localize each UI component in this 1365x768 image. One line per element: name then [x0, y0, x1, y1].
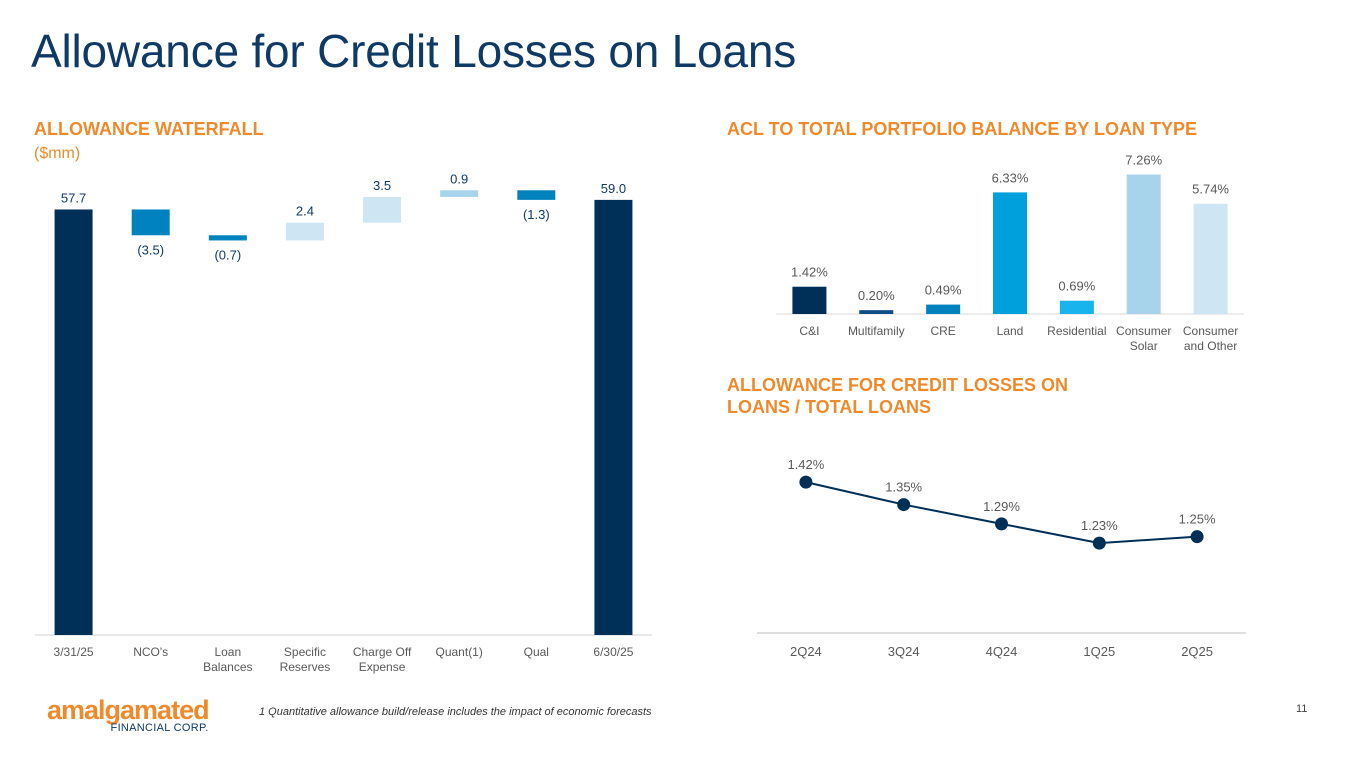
waterfall-value-label: (3.5): [137, 242, 164, 257]
acl-by-type-bar-residential: [1059, 300, 1094, 314]
waterfall-category-line: NCO's: [133, 645, 168, 659]
acl-by-type-category-line: C&I: [799, 324, 819, 338]
waterfall-value-label: 2.4: [296, 204, 314, 219]
acl-by-type-value-label: 5.74%: [1192, 182, 1229, 197]
waterfall-category-line: Balances: [203, 660, 252, 674]
acl-by-type-category-line: Land: [997, 324, 1024, 338]
acl-ratio-category-label: 4Q24: [986, 644, 1018, 659]
waterfall-subtitle: ($mm): [34, 145, 81, 162]
waterfall-bar-specific-reserves: [285, 222, 324, 241]
waterfall-value-label: 3.5: [373, 178, 391, 193]
company-logo: amalgamated FINANCIAL CORP.: [47, 695, 210, 734]
acl-by-type-category-line: Consumer: [1183, 324, 1238, 338]
waterfall-bar-charge-off-expense: [363, 196, 402, 223]
acl-ratio-point-2q24: [799, 475, 813, 489]
acl-by-type-category-label: C&I: [799, 324, 819, 338]
waterfall-bar-quant-1: [440, 190, 479, 197]
waterfall-title: ALLOWANCE WATERFALL: [34, 119, 264, 139]
acl-ratio-category-label: 2Q24: [790, 644, 822, 659]
acl-ratio-value-label: 1.25%: [1179, 512, 1216, 527]
acl-by-type-category-label: Land: [997, 324, 1024, 338]
acl-by-type-bar-c-i: [792, 286, 827, 314]
waterfall-category-line: Charge Off: [353, 645, 412, 659]
acl-ratio-value-label: 1.23%: [1081, 518, 1118, 533]
acl-by-type-category-label: Residential: [1047, 324, 1106, 338]
acl-by-type-value-label: 0.49%: [925, 283, 962, 298]
waterfall-category-label: 6/30/25: [593, 645, 633, 659]
waterfall-category-label: Loan Balances: [203, 645, 252, 674]
waterfall-category-line: Quant(1): [436, 645, 483, 659]
acl-by-type-bar-land: [993, 192, 1027, 314]
acl-ratio-category-label: 2Q25: [1181, 644, 1213, 659]
acl-ratio-category-label: 1Q25: [1083, 644, 1115, 659]
acl-by-type-value-label: 0.20%: [858, 288, 895, 303]
acl-by-type-bar-consumer-solar: [1126, 174, 1161, 314]
waterfall-category-label: NCO's: [133, 645, 168, 659]
footnote: 1 Quantitative allowance build/release i…: [259, 706, 652, 718]
waterfall-category-line: Specific: [284, 645, 326, 659]
waterfall-category-label: 3/31/25: [54, 645, 94, 659]
waterfall-value-label: 59.0: [601, 181, 626, 196]
page-number: 11: [1296, 703, 1308, 715]
acl-by-type-category-label: Multifamily: [848, 324, 905, 338]
acl-by-type-value-label: 0.69%: [1058, 279, 1095, 294]
waterfall-category-line: Qual: [524, 645, 549, 659]
acl-by-type-category-line: and Other: [1184, 339, 1237, 353]
acl-by-type-bar-cre: [926, 304, 961, 314]
waterfall-value-label: (1.3): [523, 207, 550, 222]
acl-ratio-title-line-2: LOANS / TOTAL LOANS: [727, 397, 932, 417]
waterfall-bar-6-30-25: [594, 199, 633, 635]
acl-by-type-value-label: 6.33%: [992, 170, 1029, 185]
acl-by-type-bar-multifamily: [859, 310, 894, 314]
acl-by-type-category-label: CRE: [930, 324, 955, 338]
acl-by-type-category-label: Consumer and Other: [1183, 324, 1238, 353]
waterfall-bar-loan-balances: [208, 235, 247, 241]
acl-by-type-bar-consumer-and-other: [1193, 203, 1228, 314]
waterfall-value-label: (0.7): [214, 247, 241, 262]
acl-by-type-value-label: 7.26%: [1125, 153, 1162, 168]
acl-ratio-value-label: 1.35%: [885, 480, 922, 495]
acl-by-type-category-line: Consumer: [1116, 324, 1171, 338]
waterfall-value-label: 57.7: [61, 190, 86, 205]
acl-by-type-category-line: Solar: [1130, 339, 1158, 353]
acl-ratio-value-label: 1.29%: [983, 499, 1020, 514]
acl-ratio-title: ALLOWANCE FOR CREDIT LOSSES ON LOANS / T…: [727, 374, 1068, 418]
acl-by-type-category-label: Consumer Solar: [1116, 324, 1171, 353]
waterfall-category-label: Charge Off Expense: [353, 645, 412, 674]
logo-wordmark: amalgamated: [47, 695, 210, 725]
waterfall-bar-nco-s: [131, 209, 170, 236]
waterfall-category-line: 6/30/25: [593, 645, 633, 659]
waterfall-category-line: Expense: [359, 660, 406, 674]
waterfall-category-line: Reserves: [280, 660, 331, 674]
acl-ratio-point-3q24: [897, 498, 911, 512]
waterfall-category-line: Loan: [214, 645, 241, 659]
acl-ratio-category-label: 3Q24: [888, 644, 920, 659]
acl-ratio-point-2q25: [1190, 530, 1204, 544]
waterfall-category-line: 3/31/25: [54, 645, 94, 659]
acl-ratio-value-label: 1.42%: [787, 457, 824, 472]
waterfall-category-label: Qual: [524, 645, 549, 659]
acl-by-type-title: ACL TO TOTAL PORTFOLIO BALANCE BY LOAN T…: [727, 119, 1198, 139]
waterfall-value-label: 0.9: [450, 171, 468, 186]
logo-subtitle: FINANCIAL CORP.: [110, 722, 209, 734]
acl-by-type-category-line: Multifamily: [848, 324, 905, 338]
acl-ratio-point-4q24: [995, 517, 1008, 531]
waterfall-category-label: Quant(1): [436, 645, 483, 659]
waterfall-bar-3-31-25: [54, 209, 93, 635]
acl-by-type-category-line: CRE: [930, 324, 955, 338]
acl-ratio-point-1q25: [1092, 536, 1106, 550]
waterfall-category-label: Specific Reserves: [280, 645, 331, 674]
acl-by-type-category-line: Residential: [1047, 324, 1106, 338]
acl-ratio-title-line-1: ALLOWANCE FOR CREDIT LOSSES ON: [727, 375, 1069, 395]
acl-by-type-value-label: 1.42%: [791, 265, 828, 280]
page-title: Allowance for Credit Losses on Loans: [31, 25, 797, 77]
waterfall-bar-qual: [517, 190, 556, 200]
